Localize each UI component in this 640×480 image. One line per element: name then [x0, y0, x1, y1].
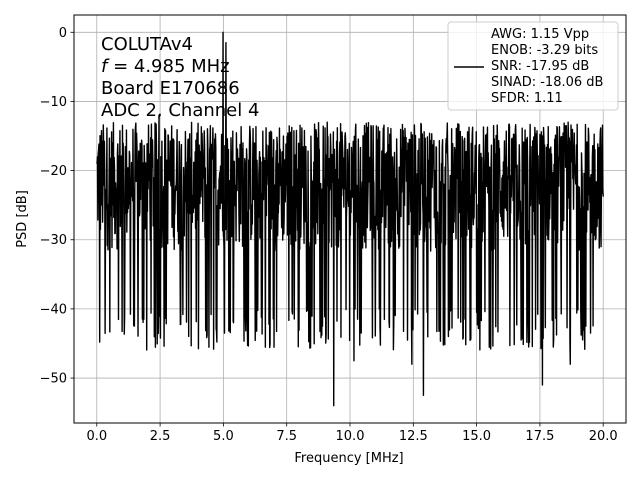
- y-tick-label: −50: [40, 372, 67, 387]
- legend-entry-snr: SNR: -17.95 dB: [491, 59, 589, 74]
- y-tick-label: −20: [40, 164, 67, 179]
- x-tick-label: 17.5: [525, 429, 554, 444]
- y-tick-label: −40: [40, 302, 67, 317]
- ticks: 0.0 2.5 5.0 7.5 10.0 12.5 15.0 17.5 20.0 0 −10 −20 −…: [40, 26, 618, 444]
- annotation-line-device: COLUTAv4: [101, 34, 193, 55]
- legend-entry-sfdr: SFDR: 1.11: [491, 91, 563, 106]
- y-tick-label: −30: [40, 233, 67, 248]
- legend-entry-enob: ENOB: -3.29 bits: [491, 43, 598, 58]
- annotation-line-board: Board E170686: [101, 78, 240, 99]
- y-tick-label: 0: [59, 26, 67, 41]
- x-tick-label: 20.0: [589, 429, 618, 444]
- x-tick-label: 12.5: [399, 429, 428, 444]
- annotation-line-frequency: f = 4.985 MHz: [101, 56, 230, 77]
- y-axis-label: PSD [dB]: [15, 190, 30, 248]
- x-tick-label: 2.5: [150, 429, 171, 444]
- x-axis-label: Frequency [MHz]: [294, 451, 403, 466]
- psd-series-line: [96, 31, 604, 407]
- legend: AWG: 1.15 Vpp ENOB: -3.29 bits SNR: -17.…: [447, 21, 619, 111]
- x-tick-label: 7.5: [276, 429, 297, 444]
- annotation: COLUTAv4 f = 4.985 MHz Board E170686 ADC…: [101, 34, 259, 121]
- y-tick-label: −10: [40, 95, 67, 110]
- legend-box: [447, 21, 619, 111]
- annotation-line-channel: ADC 2, Channel 4: [101, 100, 259, 121]
- x-tick-label: 5.0: [213, 429, 234, 444]
- data-layer: [96, 31, 604, 407]
- x-tick-label: 15.0: [462, 429, 491, 444]
- legend-entry-awg: AWG: 1.15 Vpp: [491, 27, 589, 42]
- x-tick-label: 0.0: [86, 429, 107, 444]
- legend-entry-sinad: SINAD: -18.06 dB: [491, 75, 603, 90]
- x-tick-label: 10.0: [336, 429, 365, 444]
